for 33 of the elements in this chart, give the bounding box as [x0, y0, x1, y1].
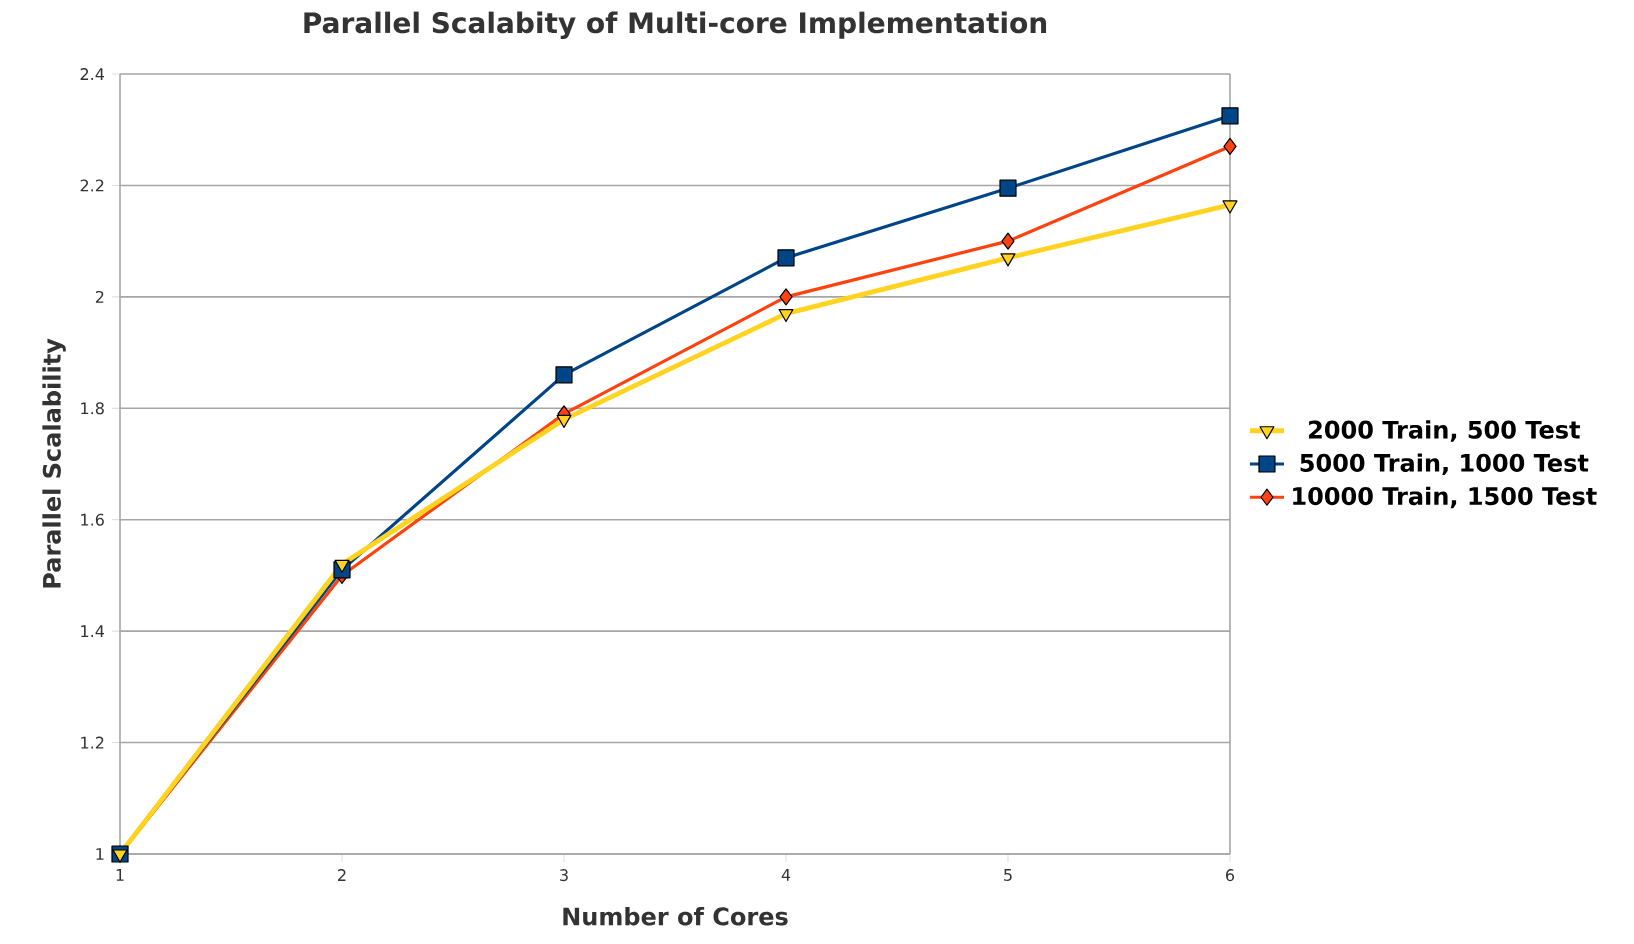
point [1001, 232, 1015, 250]
chart-title: Parallel Scalabity of Multi-core Implementation [304, 11, 1047, 39]
y-tick-label: 2 [95, 290, 104, 303]
y-axis-title: Parallel Scalability [42, 338, 66, 588]
point [1223, 137, 1237, 156]
legend-label: 10000 Train, 1500 Test [1293, 486, 1597, 509]
y-tick-label: 1 [96, 848, 104, 860]
point [334, 559, 350, 573]
y-tick-label: 1.8 [81, 402, 104, 415]
y-tick-label: 1.2 [81, 736, 104, 749]
legend-label: 5000 Train, 1000 Test [1300, 453, 1589, 476]
point [1222, 200, 1238, 214]
x-tick-label: 2 [338, 869, 346, 881]
point [777, 249, 795, 267]
point [112, 849, 128, 863]
x-tick-label: 5 [1004, 869, 1012, 881]
point [778, 308, 794, 323]
y-tick-label: 1.6 [81, 513, 104, 526]
x-tick-label: 3 [560, 869, 568, 882]
point [1221, 107, 1239, 125]
x-tick-label: 6 [1226, 869, 1235, 882]
point [999, 179, 1017, 197]
point [1000, 253, 1016, 267]
legend-label: 2000 Train, 500 Test [1309, 420, 1580, 442]
x-axis-title: Number of Cores [563, 906, 788, 926]
point [779, 288, 793, 306]
point [556, 414, 572, 429]
point [555, 366, 573, 384]
x-tick-label: 4 [781, 869, 791, 881]
x-tick-label: 1 [116, 869, 124, 881]
y-tick-label: 1.4 [81, 625, 105, 637]
y-tick-label: 2.4 [80, 68, 105, 80]
y-tick-label: 2.2 [80, 179, 104, 192]
